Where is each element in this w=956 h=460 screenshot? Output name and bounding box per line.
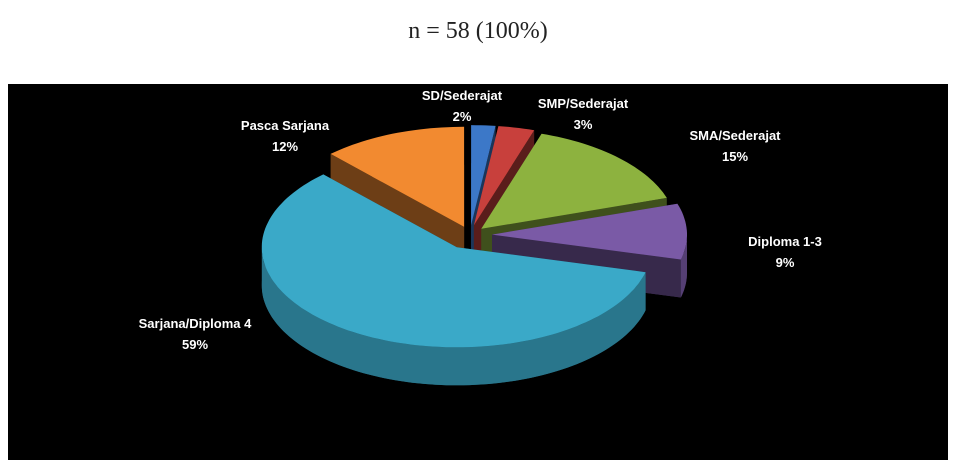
slice-value-label: 59%	[182, 337, 208, 352]
slice-label: Pasca Sarjana	[241, 118, 330, 133]
slice	[330, 126, 465, 227]
labels: SD/Sederajat 2% SMP/Sederajat 3% SMA/Sederaj…	[139, 88, 822, 352]
pie	[261, 125, 687, 386]
slice-label: Diploma 1-3	[748, 234, 822, 249]
slice-side	[680, 234, 687, 298]
slice-label: SMP/Sederajat	[538, 96, 629, 111]
slice-label: Sarjana/Diploma 4	[139, 316, 252, 331]
slice	[492, 203, 687, 260]
slice	[471, 125, 496, 226]
slice-side	[261, 247, 646, 386]
slice	[481, 133, 667, 229]
slice-label: SD/Sederajat	[422, 88, 503, 103]
slice	[473, 126, 535, 226]
slice-value-label: 12%	[272, 139, 298, 154]
slice	[261, 174, 646, 348]
slice-label: SMA/Sederajat	[689, 128, 781, 143]
slice-value-label: 15%	[722, 149, 748, 164]
chart-title: n = 58 (100%)	[408, 18, 548, 44]
slice-value-label: 3%	[574, 117, 593, 132]
slice-value-label: 2%	[453, 109, 472, 124]
slice-value-label: 9%	[776, 255, 795, 270]
